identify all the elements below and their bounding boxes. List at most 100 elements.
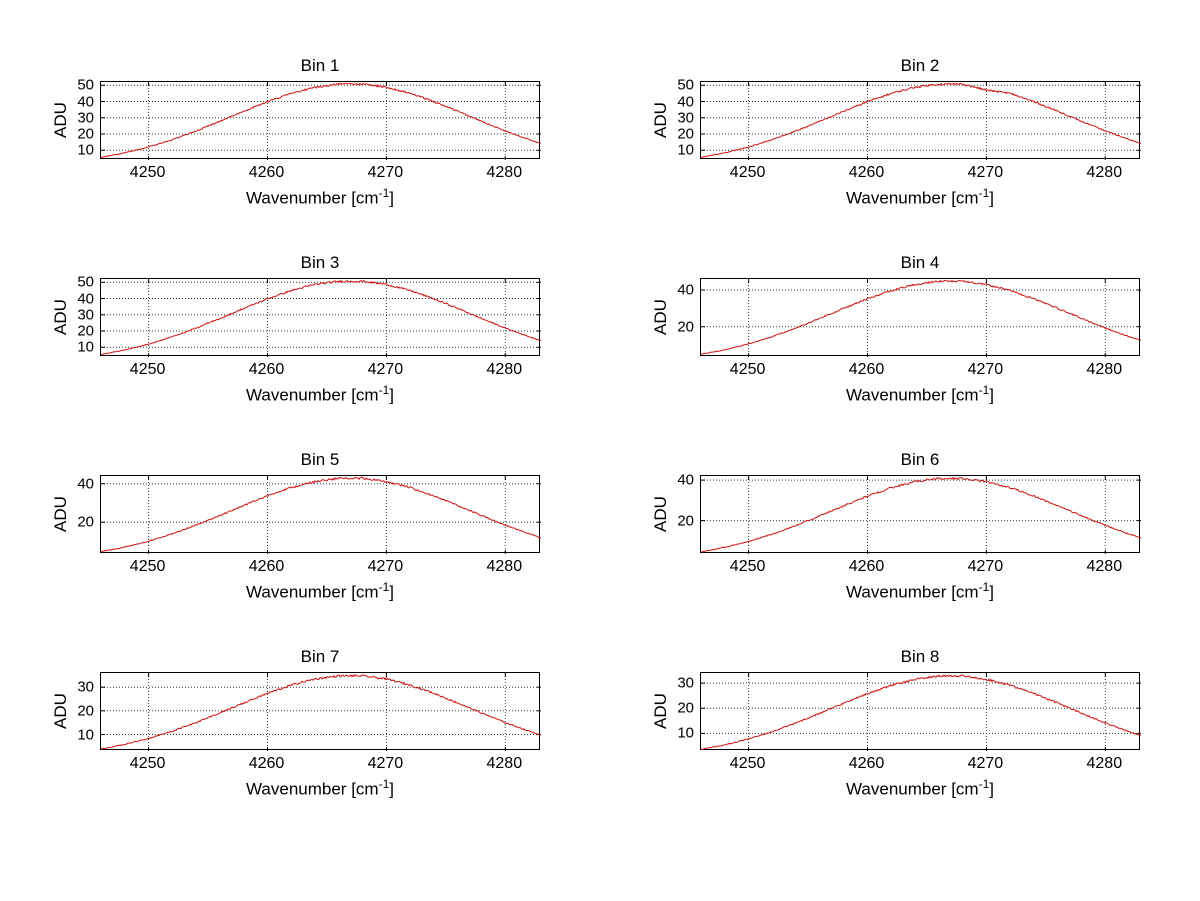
x-tick-label: 4260 (248, 755, 285, 772)
x-axis-label-superscript: -1 (978, 777, 990, 791)
y-axis-label: ADU (651, 693, 670, 729)
y-tick-label: 10 (77, 726, 94, 743)
y-axis-label: ADU (51, 299, 70, 335)
x-axis-label-text: Wavenumber [cm (246, 779, 379, 799)
y-tick-label: 20 (77, 702, 94, 720)
y-axis-label: ADU (651, 496, 670, 532)
x-axis-label-suffix: ] (389, 188, 394, 208)
x-axis-label-suffix: ] (389, 779, 394, 799)
y-tick-label: 30 (77, 306, 94, 324)
y-tick-label: 40 (77, 475, 94, 493)
x-axis-label-suffix: ] (989, 188, 994, 208)
x-axis-label: Wavenumber [cm-1] (100, 777, 540, 800)
x-tick-label: 4250 (729, 755, 766, 772)
x-tick-label: 4260 (848, 361, 885, 378)
subplot-title: Bin 5 (300, 450, 340, 469)
x-tick-label: 4260 (848, 164, 885, 181)
plot-area: ADU 20 40 (651, 278, 1141, 357)
x-tick-label: 4260 (848, 755, 885, 772)
subplot-bin-7: Bin 7 ADU 10 20 30 4250 4260 4270 4280 Wavenu… (0, 637, 600, 834)
y-axis-label: ADU (51, 693, 70, 729)
plot-area: ADU 20 40 (51, 475, 541, 554)
subplot-bin-6: Bin 6 ADU 20 40 4250 4260 4270 4280 Wavenumb… (600, 440, 1200, 637)
x-tick-label: 4260 (848, 558, 885, 575)
subplot-bin-5: Bin 5 ADU 20 40 4250 4260 4270 4280 Wavenumb… (0, 440, 600, 637)
x-tick-label: 4250 (129, 558, 166, 575)
x-tick-label: 4270 (367, 558, 404, 575)
x-tick-labels: 4250 4260 4270 4280 (700, 356, 1140, 383)
x-tick-label: 4280 (486, 164, 523, 181)
x-tick-label: 4270 (367, 361, 404, 378)
y-tick-label: 50 (77, 76, 94, 94)
subplot-bin-8: Bin 8 ADU 10 20 30 4250 4260 4270 4280 Wavenu… (600, 637, 1200, 834)
y-tick-label: 40 (677, 471, 694, 489)
x-axis-label-suffix: ] (989, 582, 994, 602)
subplot-title: Bin 4 (900, 253, 940, 272)
x-tick-label: 4250 (129, 755, 166, 772)
plot-area: ADU 10 20 30 (51, 672, 541, 751)
y-tick-label: 10 (77, 141, 94, 159)
y-tick-label: 20 (77, 513, 94, 531)
x-axis-label-suffix: ] (989, 385, 994, 405)
y-tick-label: 50 (677, 76, 694, 94)
x-axis-label-superscript: -1 (978, 383, 990, 397)
line-chart (701, 82, 1141, 160)
y-tick-label: 40 (677, 93, 694, 110)
plot-area: ADU 20 40 (651, 473, 1141, 554)
subplot-title: Bin 6 (900, 450, 940, 469)
x-tick-label: 4260 (248, 558, 285, 575)
subplot-bin-4: Bin 4 ADU 20 40 4250 4260 4270 4280 Wavenumb… (600, 243, 1200, 440)
x-axis-label-text: Wavenumber [cm (846, 188, 979, 208)
x-tick-labels: 4250 4260 4270 4280 (100, 159, 540, 186)
x-tick-labels: 4250 4260 4270 4280 (100, 356, 540, 383)
x-axis-label-text: Wavenumber [cm (246, 385, 379, 405)
x-tick-label: 4270 (967, 164, 1004, 181)
line-chart (701, 476, 1141, 554)
x-axis-label: Wavenumber [cm-1] (700, 580, 1140, 603)
y-tick-label: 50 (77, 273, 94, 291)
x-tick-label: 4270 (367, 164, 404, 181)
x-axis-label: Wavenumber [cm-1] (100, 383, 540, 406)
x-axis-label-text: Wavenumber [cm (246, 188, 379, 208)
line-chart (101, 82, 541, 160)
plot-area: ADU 10 20 30 40 50 (51, 78, 541, 160)
line-chart (701, 279, 1141, 357)
y-tick-label: 10 (677, 141, 694, 159)
y-tick-label: 20 (677, 512, 694, 530)
x-tick-label: 4280 (1086, 755, 1123, 772)
x-tick-label: 4250 (729, 164, 766, 181)
x-tick-label: 4270 (967, 558, 1004, 575)
x-axis-label: Wavenumber [cm-1] (100, 580, 540, 603)
x-tick-label: 4280 (486, 361, 523, 378)
y-tick-label: 20 (77, 125, 94, 143)
y-axis-label: ADU (651, 299, 670, 335)
x-tick-labels: 4250 4260 4270 4280 (100, 750, 540, 777)
y-tick-label: 20 (677, 699, 694, 717)
x-tick-label: 4260 (248, 164, 285, 181)
x-tick-label: 4280 (1086, 558, 1123, 575)
x-axis-label-suffix: ] (389, 582, 394, 602)
x-axis-label-superscript: -1 (378, 777, 390, 791)
plot-area: ADU 10 20 30 40 50 (51, 275, 541, 357)
y-tick-label: 30 (77, 678, 94, 696)
x-axis-label-superscript: -1 (978, 186, 990, 200)
line-chart (101, 279, 541, 357)
line-chart (101, 673, 541, 751)
x-tick-label: 4250 (729, 361, 766, 378)
y-tick-label: 30 (677, 109, 694, 127)
x-axis-label: Wavenumber [cm-1] (100, 186, 540, 209)
subplot-title: Bin 8 (900, 647, 940, 666)
x-axis-label-text: Wavenumber [cm (846, 779, 979, 799)
y-axis-label: ADU (51, 102, 70, 138)
x-axis-label-superscript: -1 (378, 580, 390, 594)
x-tick-label: 4280 (1086, 164, 1123, 181)
x-tick-labels: 4250 4260 4270 4280 (700, 750, 1140, 777)
subplot-bin-1: Bin 1 ADU 10 20 30 40 50 4250 4260 4270 4280 Wa… (0, 46, 600, 243)
subplot-title: Bin 3 (300, 253, 340, 272)
y-tick-label: 30 (77, 109, 94, 127)
x-axis-label: Wavenumber [cm-1] (700, 383, 1140, 406)
x-tick-label: 4250 (729, 558, 766, 575)
x-tick-label: 4270 (367, 755, 404, 772)
subplot-title: Bin 1 (300, 56, 340, 75)
plot-area: ADU 10 20 30 40 50 (651, 78, 1141, 160)
